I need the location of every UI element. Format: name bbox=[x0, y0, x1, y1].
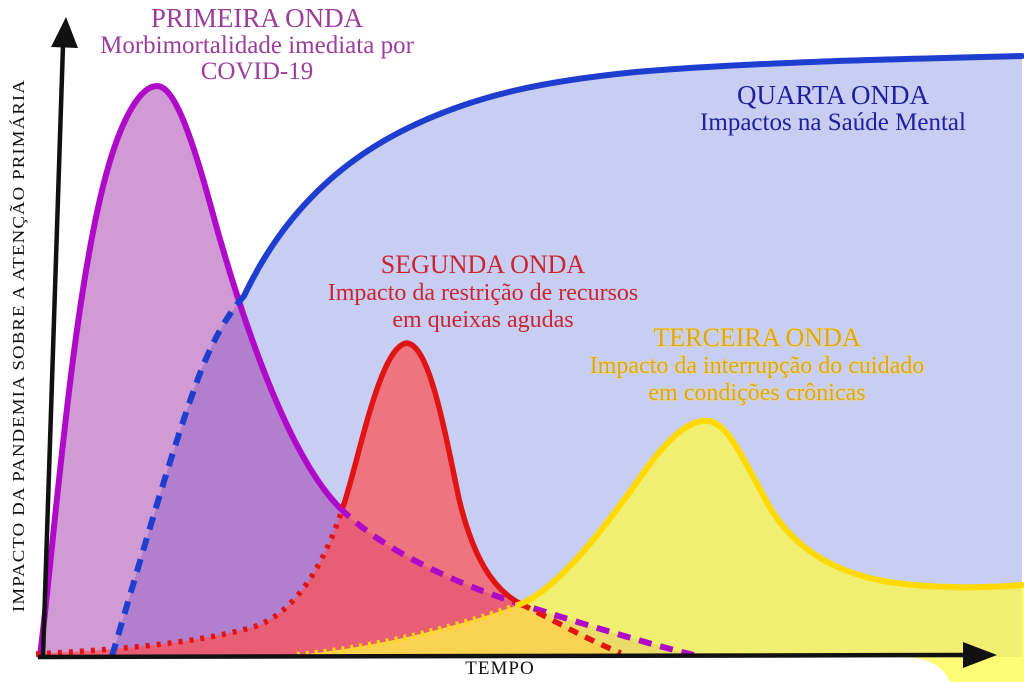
wave-quarta-annotation: QUARTA ONDA Impactos na Saúde Mental bbox=[700, 80, 966, 136]
wave-primeira-solid-line bbox=[37, 82, 343, 659]
wave-segunda-dashed-line bbox=[519, 601, 622, 656]
wave-quarta-solid-line bbox=[241, 53, 1024, 299]
y-axis-label: IMPACTO DA PANDEMIA SOBRE A ATENÇÃO PRIM… bbox=[9, 79, 28, 612]
x-axis-arrowhead-icon bbox=[963, 642, 997, 668]
wave-primeira-annotation: PRIMEIRA ONDA Morbimortalidade imediata p… bbox=[100, 3, 414, 85]
wave-segunda-annotation: SEGUNDA ONDA Impacto da restrição de recu… bbox=[328, 250, 639, 333]
wave-strokes bbox=[35, 53, 1024, 659]
wave-terceira-fill bbox=[297, 420, 1024, 682]
wave-terceira-annotation: TERCEIRA ONDA Impacto da interrupção do c… bbox=[590, 323, 925, 406]
axes bbox=[37, 17, 997, 668]
wave-quarta-dashed-line bbox=[109, 294, 247, 657]
wave-segunda-fill bbox=[36, 343, 621, 657]
y-axis-arrowhead-icon bbox=[51, 17, 78, 48]
wave-annotations: PRIMEIRA ONDA Morbimortalidade imediata p… bbox=[100, 3, 966, 407]
wave-segunda-solid-line bbox=[341, 340, 524, 607]
wave-segunda-dotted-line bbox=[35, 503, 347, 657]
wave-terceira-solid-line bbox=[515, 417, 1024, 608]
x-axis-label: TEMPO bbox=[465, 658, 534, 679]
wave-primeira-fill bbox=[40, 86, 694, 657]
y-axis-line bbox=[40, 44, 66, 657]
x-axis-line bbox=[37, 652, 973, 660]
